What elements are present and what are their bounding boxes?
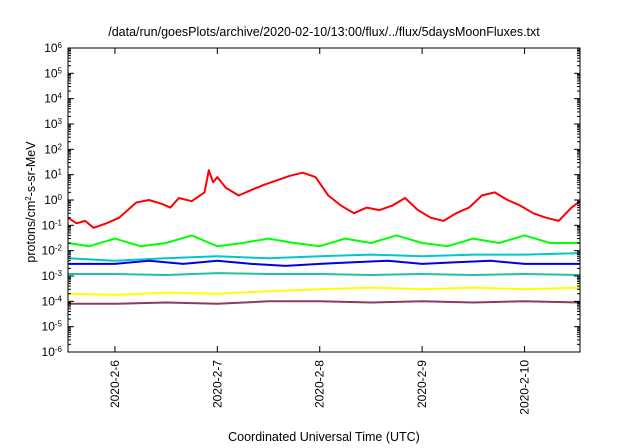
y-tick-base: 10 <box>44 66 58 80</box>
y-tick-exp: -2 <box>55 243 63 252</box>
y-tick-exp: 1 <box>58 167 63 176</box>
y-tick-label: 100 <box>44 193 62 208</box>
series-layer <box>67 169 581 305</box>
y-tick-base: 10 <box>44 193 58 207</box>
y-tick-label: 101 <box>44 167 62 182</box>
y-tick-base: 10 <box>44 142 58 156</box>
y-tick-label: 106 <box>44 41 62 56</box>
y-tick-base: 10 <box>44 168 58 182</box>
x-tick-label: 2020-2-10 <box>518 360 532 415</box>
chart-title: /data/run/goesPlots/archive/2020-02-10/1… <box>108 25 540 39</box>
y-tick-label: 10-4 <box>42 294 63 309</box>
y-tick-exp: 5 <box>58 66 63 75</box>
y-axis-label: protons/cm2-s-sr-MeV <box>24 141 39 263</box>
y-tick-exp: -6 <box>55 345 63 354</box>
series-line-2 <box>67 252 581 262</box>
y-tick-base: 10 <box>42 294 56 308</box>
y-tick-base: 10 <box>42 269 56 283</box>
y-tick-label: 105 <box>44 66 62 81</box>
y-tick-exp: -1 <box>55 218 63 227</box>
y-tick-base: 10 <box>44 41 58 55</box>
y-tick-label: 10-1 <box>42 218 63 233</box>
y-tick-exp: 6 <box>58 41 63 50</box>
y-tick-exp: 3 <box>58 117 63 126</box>
y-tick-label: 102 <box>44 142 62 157</box>
axes-layer: 10-610-510-410-310-210-11001011021031041… <box>42 41 581 415</box>
y-tick-label: 104 <box>44 91 62 106</box>
x-axis-label: Coordinated Universal Time (UTC) <box>228 430 420 444</box>
series-line-4 <box>68 272 581 276</box>
series-line-1 <box>67 234 580 248</box>
x-tick-label: 2020-2-6 <box>108 360 122 408</box>
y-tick-exp: -3 <box>55 269 63 278</box>
series-line-6 <box>68 300 581 305</box>
y-tick-exp: 0 <box>58 193 63 202</box>
y-tick-label: 10-3 <box>42 269 63 284</box>
y-tick-base: 10 <box>44 92 58 106</box>
y-axis-label-post: -s-sr-MeV <box>24 141 38 197</box>
y-tick-label: 103 <box>44 117 62 132</box>
series-line-3 <box>68 259 580 267</box>
y-tick-label: 10-6 <box>42 345 63 360</box>
y-axis-label-sup: 2 <box>24 196 33 201</box>
y-tick-base: 10 <box>42 320 56 334</box>
y-tick-exp: -5 <box>55 319 63 328</box>
y-tick-base: 10 <box>42 345 56 359</box>
x-tick-label: 2020-2-9 <box>415 360 429 408</box>
series-line-0 <box>67 169 581 229</box>
y-tick-label: 10-5 <box>42 319 63 334</box>
y-tick-exp: 2 <box>58 142 63 151</box>
y-tick-label: 10-2 <box>42 243 63 258</box>
y-tick-exp: -4 <box>55 294 63 303</box>
y-tick-base: 10 <box>44 117 58 131</box>
series-line-5 <box>67 286 581 296</box>
x-tick-label: 2020-2-7 <box>210 360 224 408</box>
y-tick-base: 10 <box>42 244 56 258</box>
y-tick-base: 10 <box>42 218 56 232</box>
x-tick-label: 2020-2-8 <box>313 360 327 408</box>
y-axis-label-pre: protons/cm <box>24 201 38 263</box>
y-tick-exp: 4 <box>58 91 63 100</box>
